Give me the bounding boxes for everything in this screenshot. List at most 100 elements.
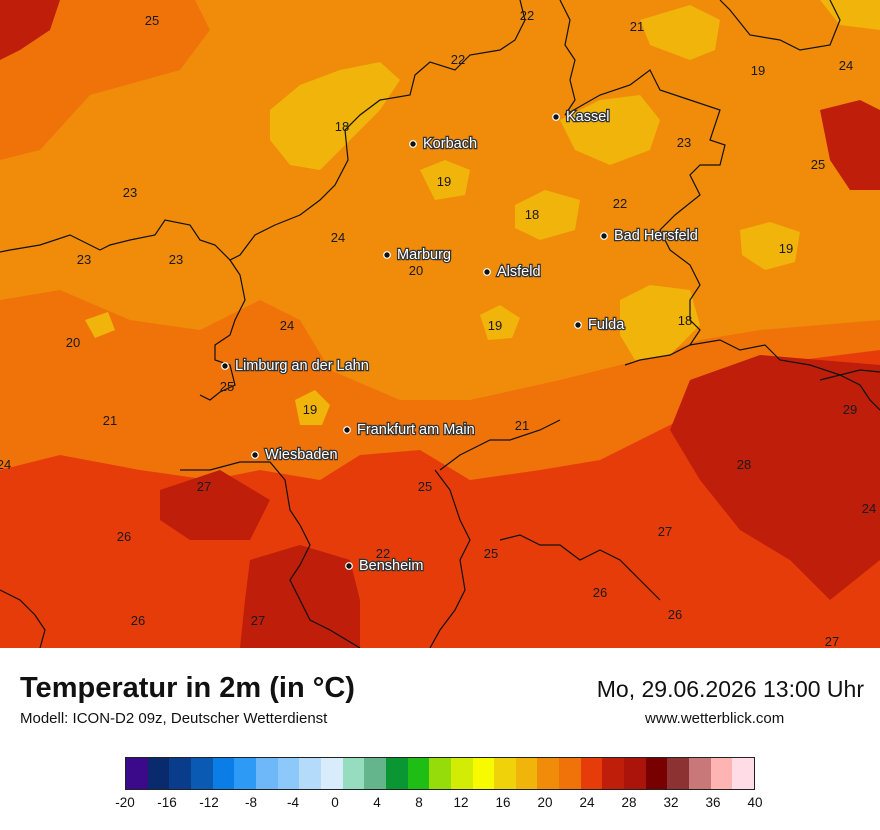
legend-color-cell <box>624 758 646 789</box>
legend-color-cell <box>169 758 191 789</box>
legend-color-cell <box>364 758 386 789</box>
city-label: Alsfeld <box>497 264 541 280</box>
city-label: Fulda <box>588 317 625 333</box>
temp-zone-20 <box>640 5 720 60</box>
legend-color-cell <box>429 758 451 789</box>
temperature-value: 24 <box>0 457 11 472</box>
legend-color-cell <box>342 758 365 789</box>
city-frankfurt-am-main[interactable]: Frankfurt am Main <box>343 421 476 439</box>
legend-tick-label: 24 <box>579 795 595 810</box>
city-label: Kassel <box>566 109 610 125</box>
city-label: Frankfurt am Main <box>357 422 475 438</box>
city-label: Marburg <box>397 247 451 263</box>
legend-tick-label: 28 <box>621 795 637 810</box>
temperature-value: 19 <box>303 402 317 417</box>
legend-color-cell <box>602 758 625 789</box>
temperature-value: 22 <box>376 546 390 561</box>
color-legend-bar <box>125 757 755 790</box>
legend-color-cell <box>580 758 603 789</box>
legend-tick-label: 40 <box>747 795 763 810</box>
temp-zone-20 <box>295 390 330 425</box>
temperature-value: 28 <box>737 457 751 472</box>
legend-tick-label: 4 <box>373 795 381 810</box>
temp-zone-20 <box>820 0 880 30</box>
temperature-value: 18 <box>335 119 349 134</box>
temperature-value: 19 <box>751 63 765 78</box>
temperature-value: 24 <box>839 58 853 73</box>
legend-color-cell <box>255 758 278 789</box>
temp-zone-28 <box>240 545 360 648</box>
temperature-value: 20 <box>66 335 80 350</box>
legend-color-cell <box>277 758 300 789</box>
temperature-map[interactable]: 25 22 21 22 19 24 18 23 25 19 23 22 18 24 19 23 23 20 24 19… <box>0 0 880 648</box>
city-marburg[interactable]: Marburg <box>383 246 452 264</box>
legend-color-cell <box>320 758 343 789</box>
legend-color-cell <box>234 758 256 789</box>
temperature-value: 26 <box>131 613 145 628</box>
temperature-value: 25 <box>418 479 432 494</box>
temperature-value: 23 <box>169 252 183 267</box>
legend-tick-label: -4 <box>286 795 300 810</box>
city-dot-icon <box>483 268 491 276</box>
city-label: Wiesbaden <box>265 447 338 463</box>
city-alsfeld[interactable]: Alsfeld <box>483 263 542 281</box>
city-bensheim[interactable]: Bensheim <box>345 557 425 575</box>
city-korbach[interactable]: Korbach <box>409 135 478 153</box>
city-fulda[interactable]: Fulda <box>574 316 626 334</box>
temperature-value: 22 <box>520 8 534 23</box>
city-dot-icon <box>343 426 351 434</box>
region-borders <box>0 0 880 648</box>
legend-color-cell <box>494 758 516 789</box>
legend-tick-label: -20 <box>115 795 135 810</box>
city-label: Korbach <box>423 136 477 152</box>
city-dot-icon <box>251 451 259 459</box>
map-title: Temperatur in 2m (in °C) <box>20 672 355 704</box>
legend-tick-label: -12 <box>199 795 219 810</box>
temperature-value: 19 <box>437 174 451 189</box>
legend-tick-label: 32 <box>663 795 679 810</box>
temperature-value: 25 <box>220 379 234 394</box>
temperature-value: 24 <box>280 318 294 333</box>
legend-color-cell <box>667 758 690 789</box>
temp-zone-28 <box>820 100 880 190</box>
legend-tick-label: 36 <box>705 795 721 810</box>
temperature-value: 22 <box>613 196 627 211</box>
city-limburg-an-der-lahn[interactable]: Limburg an der Lahn <box>221 357 370 375</box>
temperature-value: 29 <box>843 402 857 417</box>
legend-color-cell <box>190 758 213 789</box>
temperature-value: 25 <box>145 13 159 28</box>
temp-zone-24 <box>0 0 210 160</box>
temperature-value: 21 <box>630 19 644 34</box>
temp-zone-20 <box>560 95 660 165</box>
temperature-value: 25 <box>811 157 825 172</box>
temperature-value: 18 <box>525 207 539 222</box>
legend-color-cell <box>385 758 408 789</box>
legend-tick-label: 12 <box>453 795 469 810</box>
temp-zone-20 <box>515 190 580 240</box>
city-kassel[interactable]: Kassel <box>552 108 611 126</box>
temperature-value: 24 <box>862 501 876 516</box>
temp-zone-28 <box>670 355 880 600</box>
city-markers: Kassel Korbach Bad Hersfeld Marburg Alsfeld F… <box>221 108 699 575</box>
legend-tick-label: 16 <box>495 795 511 810</box>
legend-color-cell <box>407 758 430 789</box>
legend-color-cell <box>299 758 321 789</box>
temp-zone-20 <box>85 312 115 338</box>
legend-color-cell <box>689 758 711 789</box>
legend-color-cell <box>212 758 235 789</box>
legend-color-cell <box>645 758 668 789</box>
city-dot-icon <box>221 362 229 370</box>
legend-tick-label: 0 <box>331 795 339 810</box>
city-wiesbaden[interactable]: Wiesbaden <box>251 446 339 464</box>
city-bad-hersfeld[interactable]: Bad Hersfeld <box>600 227 699 245</box>
temperature-value: 27 <box>197 479 211 494</box>
temp-zone-20 <box>740 222 800 270</box>
temp-zone-20 <box>480 305 520 340</box>
model-info: Modell: ICON-D2 09z, Deutscher Wetterdie… <box>20 710 328 727</box>
legend-color-cell <box>537 758 560 789</box>
legend-color-cell <box>147 758 170 789</box>
website-link[interactable]: www.wetterblick.com <box>645 710 785 727</box>
temperature-value: 27 <box>658 524 672 539</box>
temp-zone-20 <box>620 285 700 360</box>
city-dot-icon <box>574 321 582 329</box>
